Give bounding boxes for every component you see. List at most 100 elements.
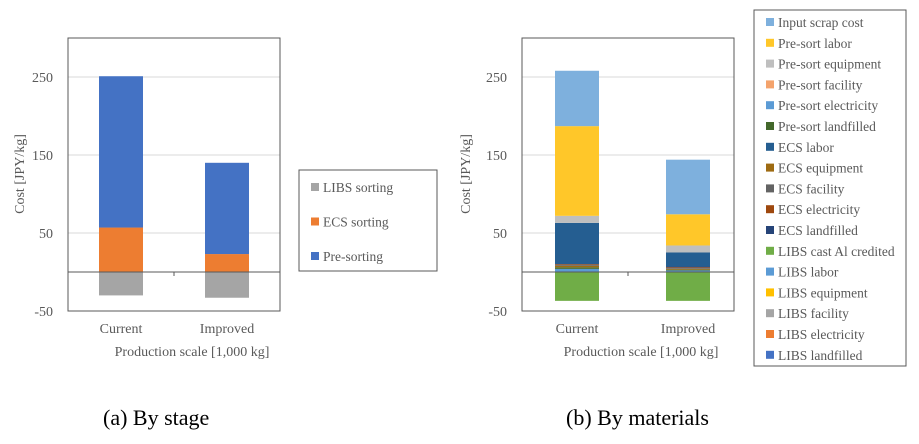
legend-b: Input scrap cost Pre-sort labor Pre-sort e… xyxy=(753,9,907,367)
y-tick-label: 150 xyxy=(486,149,507,164)
legend-label: LIBS electricity xyxy=(778,327,865,342)
bar-current-pre-sort-labor xyxy=(555,126,599,216)
legend-swatch xyxy=(766,309,774,318)
legend-item: ECS electricity xyxy=(766,202,860,217)
bar-current-ecs-equipment xyxy=(555,265,599,268)
y-tick-label: -50 xyxy=(34,305,53,320)
legend-item: ECS labor xyxy=(766,140,834,155)
legend-swatch xyxy=(766,205,774,214)
legend-swatch xyxy=(766,101,774,110)
legend-label: Pre-sort electricity xyxy=(778,98,878,113)
legend-label: ECS landfilled xyxy=(778,223,858,238)
legend-box xyxy=(753,9,907,367)
legend-swatch xyxy=(766,246,774,255)
legend-label: Pre-sort facility xyxy=(778,77,863,92)
legend-item: Pre-sorting xyxy=(311,249,383,264)
caption-b: (b) By materials xyxy=(566,405,709,430)
legend-swatch xyxy=(766,350,774,359)
y-tick-label: 150 xyxy=(32,149,53,164)
bar-current-ecs-electricity xyxy=(555,264,599,265)
chart-a: -50 50 150 250 Current Improved Production sca… xyxy=(13,37,438,360)
legend-label: LIBS facility xyxy=(778,306,849,321)
bar-improved-libs-sorting xyxy=(205,272,249,298)
bar-current-ecs-facility xyxy=(555,264,599,266)
x-axis-label: Production scale [1,000 kg] xyxy=(564,345,719,360)
legend-label: Pre-sort labor xyxy=(778,36,852,51)
bar-improved-libs-cast-al-credited xyxy=(666,272,710,301)
legend-swatch xyxy=(766,163,774,172)
caption-a: (a) By stage xyxy=(103,405,210,430)
y-tick-label: 50 xyxy=(39,227,53,242)
legend-swatch xyxy=(766,267,774,276)
chart-b: -50 50 150 250 Current Improved Production sca… xyxy=(459,9,907,367)
legend-label: Input scrap cost xyxy=(778,15,864,30)
y-tick-label: -50 xyxy=(488,305,507,320)
legend-item: LIBS cast Al credited xyxy=(766,244,895,259)
legend-swatch xyxy=(766,80,774,89)
x-tick-label: Current xyxy=(100,322,143,337)
legend-swatch xyxy=(311,252,319,260)
legend-label: LIBS cast Al credited xyxy=(778,244,895,259)
legend-label: LIBS labor xyxy=(778,265,839,280)
legend-item: ECS equipment xyxy=(766,161,863,176)
x-tick-label: Improved xyxy=(661,322,715,337)
legend-swatch xyxy=(766,288,774,297)
legend-item: LIBS electricity xyxy=(766,327,865,342)
legend-item: LIBS facility xyxy=(766,306,849,321)
legend-label: Pre-sort landfilled xyxy=(778,119,876,134)
bar-current-ecs-labor xyxy=(555,222,599,265)
legend-item: LIBS labor xyxy=(766,265,839,280)
legend-swatch xyxy=(766,122,774,130)
bar-improved-ecs-labor xyxy=(666,252,710,267)
x-tick-label: Improved xyxy=(200,322,254,337)
legend-label: ECS facility xyxy=(778,181,845,196)
legend-label: ECS equipment xyxy=(778,161,863,176)
bar-improved-ecs-sorting xyxy=(205,254,249,272)
y-axis-label: Cost [JPY/kg] xyxy=(13,134,28,214)
legend-item: Pre-sort equipment xyxy=(766,57,881,72)
bar-improved-input-scrap-cost xyxy=(666,159,710,215)
bar-current-input-scrap-cost xyxy=(555,70,599,127)
legend-item: Pre-sort landfilled xyxy=(766,119,876,134)
y-tick-label: 250 xyxy=(486,71,507,86)
y-tick-label: 50 xyxy=(493,227,507,242)
y-tick-label: 250 xyxy=(32,71,53,86)
bar-improved-pre-sort-landfilled xyxy=(666,269,710,271)
bar-improved-ecs-facility xyxy=(666,268,710,269)
legend-item: Pre-sort facility xyxy=(766,77,863,92)
legend-label: ECS sorting xyxy=(323,215,389,230)
bar-improved-ecs-landfilled xyxy=(666,266,710,268)
bar-current-libs-cast-al-credited xyxy=(555,272,599,301)
legend-a: LIBS sorting ECS sorting Pre-sorting xyxy=(298,169,438,272)
bar-improved-pre-sorting xyxy=(205,162,249,255)
plot-area-border xyxy=(67,37,281,312)
legend-label: LIBS equipment xyxy=(778,285,868,300)
legend-item: Input scrap cost xyxy=(766,15,864,30)
legend-swatch xyxy=(311,183,319,191)
legend-swatch xyxy=(766,59,774,68)
y-axis-label: Cost [JPY/kg] xyxy=(459,134,474,214)
plot-area-border xyxy=(521,37,735,312)
bar-improved-pre-sort-equipment xyxy=(666,245,710,253)
legend-swatch xyxy=(766,226,774,234)
legend-item: ECS facility xyxy=(766,181,845,196)
bar-improved-ecs-electricity xyxy=(666,267,710,269)
legend-item: LIBS equipment xyxy=(766,285,868,300)
legend-item: LIBS landfilled xyxy=(766,348,863,363)
legend-item: Pre-sort electricity xyxy=(766,98,878,113)
legend-label: LIBS sorting xyxy=(323,180,393,195)
legend-item: Pre-sort labor xyxy=(766,36,852,51)
bar-improved-pre-sort-labor xyxy=(666,214,710,246)
legend-swatch xyxy=(766,330,774,338)
bar-improved-ecs-equipment xyxy=(666,268,710,270)
legend-item: ECS sorting xyxy=(311,215,389,230)
bar-current-libs-sorting xyxy=(99,272,143,296)
legend-item: LIBS sorting xyxy=(311,180,393,195)
legend-swatch xyxy=(766,38,774,47)
legend-swatch xyxy=(766,142,774,151)
legend-label: ECS labor xyxy=(778,140,834,155)
legend-box xyxy=(298,169,438,272)
legend-swatch xyxy=(766,184,774,193)
legend-swatch xyxy=(766,18,774,26)
